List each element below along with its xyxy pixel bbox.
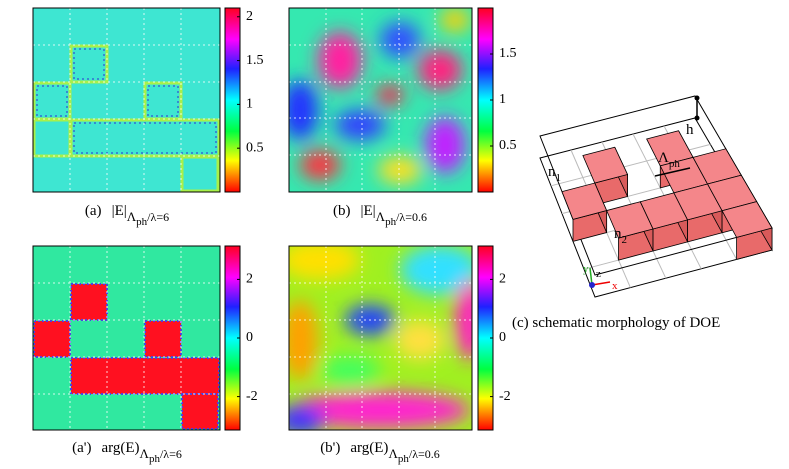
grid-lines: [33, 8, 472, 430]
period-sub: ph: [669, 158, 681, 170]
colorbar-tick-label: -2: [246, 389, 258, 404]
caption-sub: Λ: [127, 209, 137, 224]
height-label: h: [686, 122, 694, 138]
height-dot: [694, 115, 700, 121]
n1-sub: 1: [556, 172, 562, 184]
heatmap-a-prime: [33, 246, 220, 430]
caption-tail: /λ=0.6: [396, 210, 427, 224]
colorbar-tick-label: 2: [246, 272, 253, 287]
axis-x: x: [612, 280, 618, 292]
caption-label: (b'): [320, 440, 340, 456]
caption-tail: /λ=0.6: [409, 447, 440, 461]
colorbar-tick-label: 0.5: [499, 138, 517, 153]
caption-subsub: ph: [385, 216, 397, 228]
period: Λ: [658, 150, 669, 166]
panel-caption: (b) |E|Λph/λ=0.6: [333, 203, 427, 228]
axis-z: z: [596, 268, 601, 280]
caption-quantity: arg(E): [101, 440, 139, 456]
caption-subsub: ph: [149, 453, 161, 465]
caption-sub: Λ: [140, 446, 150, 461]
block-top: [582, 146, 629, 184]
axis-x-arrow: [591, 281, 611, 286]
block-top: [721, 201, 773, 238]
colorbar-tick-label: 0: [246, 330, 253, 345]
caption-sub: Λ: [388, 446, 398, 461]
n1-label: n1: [548, 164, 561, 184]
panel-caption: (a) |E|Λph/λ=6: [85, 203, 169, 228]
caption-label: (a'): [72, 440, 91, 456]
caption-sub: Λ: [376, 209, 386, 224]
colorbar-tick-label: 1: [246, 97, 253, 112]
axis-y: y: [583, 263, 589, 275]
height-dot: [694, 95, 700, 101]
colorbar-tick-label: 0: [499, 330, 506, 345]
panel-caption: (a') arg(E)Λph/λ=6: [72, 440, 182, 465]
period-arrow: [654, 167, 691, 177]
colorbar-tick-label: 2: [246, 9, 253, 24]
n2-sub: 2: [622, 234, 628, 246]
caption-quantity: arg(E): [350, 440, 388, 456]
caption-tail: /λ=6: [147, 210, 169, 224]
heatmap-a: [32, 8, 221, 193]
caption-quantity: |E|: [360, 203, 375, 219]
schematic-caption: (c) schematic morphology of DOE: [512, 315, 720, 331]
colorbar-tick-label: -2: [499, 389, 511, 404]
n2-label: n2: [614, 226, 627, 246]
colorbar-tick-label: 2: [499, 272, 506, 287]
colorbar-tick-label: 1: [499, 92, 506, 107]
period-label: Λph: [658, 150, 680, 170]
colorbar-tick-label: 0.5: [246, 140, 264, 155]
heatmap-frames: [32, 7, 473, 431]
caption-subsub: ph: [136, 216, 148, 228]
caption-tail: /λ=6: [160, 447, 182, 461]
panel-caption: (b') arg(E)Λph/λ=0.6: [320, 440, 440, 465]
n2: n: [614, 226, 622, 242]
caption-quantity: |E|: [112, 203, 127, 219]
n1: n: [548, 164, 556, 180]
colorbar: [224, 7, 241, 193]
axis-z-dot: [589, 282, 595, 288]
caption-label: (b): [333, 203, 351, 219]
caption-subsub: ph: [398, 453, 410, 465]
colorbar-tick-label: 1.5: [499, 46, 517, 61]
colorbar-tick-label: 1.5: [246, 53, 264, 68]
caption-label: (a): [85, 203, 102, 219]
heatmap-b: [289, 8, 472, 192]
schematic: [539, 95, 773, 298]
heatmap-b-prime: [289, 246, 472, 430]
